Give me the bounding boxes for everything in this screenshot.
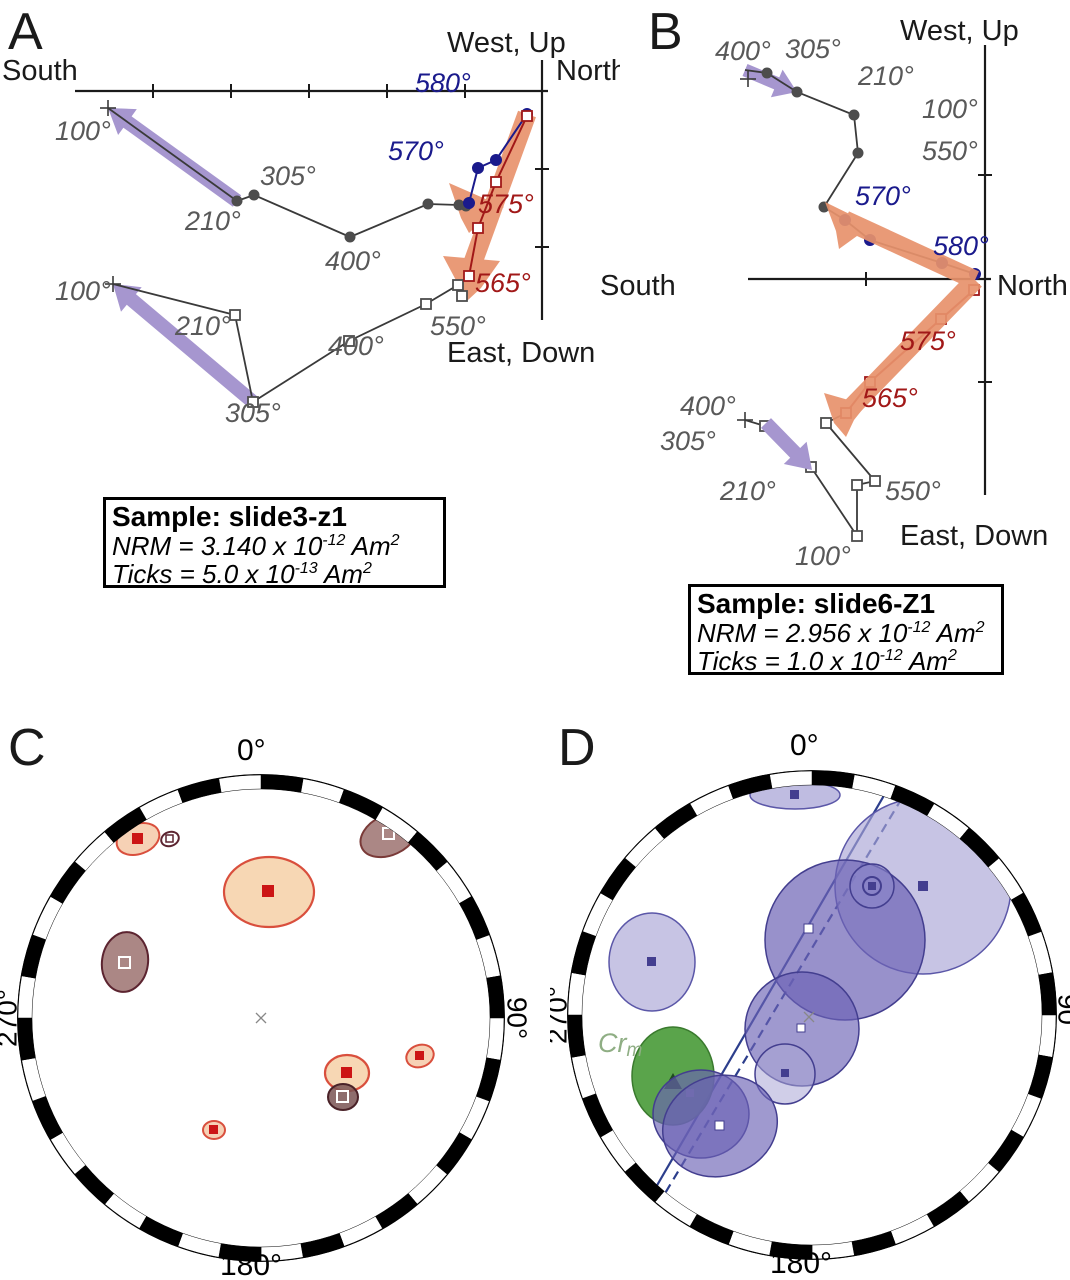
svg-text:305°: 305° [660,426,716,456]
svg-text:90°: 90° [1053,994,1070,1036]
svg-text:0°: 0° [790,729,819,762]
svg-text:210°: 210° [719,476,776,506]
svg-text:100°: 100° [55,276,111,306]
svg-text:270°: 270° [0,989,22,1047]
svg-text:400°: 400° [328,331,384,361]
svg-text:100°: 100° [55,116,111,146]
svg-text:210°: 210° [174,311,231,341]
svg-text:90°: 90° [502,997,533,1039]
svg-text:550°: 550° [430,311,486,341]
svg-text:South: South [2,55,78,87]
svg-text:565°: 565° [862,383,918,413]
svg-text:East, Down: East, Down [447,337,595,369]
svg-text:580°: 580° [933,231,989,261]
svg-text:575°: 575° [900,326,956,356]
svg-text:West, Up: West, Up [900,15,1019,47]
svg-text:0°: 0° [237,734,266,767]
svg-text:550°: 550° [885,476,941,506]
svg-text:West, Up: West, Up [447,27,566,59]
svg-text:South: South [600,270,676,302]
svg-text:North: North [997,270,1068,302]
svg-text:270°: 270° [550,986,572,1044]
svg-text:400°: 400° [680,391,736,421]
svg-text:570°: 570° [388,136,444,166]
svg-text:305°: 305° [785,34,841,64]
svg-text:305°: 305° [260,161,316,191]
svg-text:575°: 575° [478,189,534,219]
svg-text:400°: 400° [715,36,771,66]
svg-text:180°: 180° [220,1249,282,1280]
svg-text:210°: 210° [857,61,914,91]
svg-text:570°: 570° [855,181,911,211]
svg-text:100°: 100° [922,94,978,124]
svg-text:580°: 580° [415,68,471,98]
svg-text:210°: 210° [184,206,241,236]
svg-text:305°: 305° [225,398,281,428]
svg-text:550°: 550° [922,136,978,166]
svg-text:100°: 100° [795,541,851,571]
svg-text:East, Down: East, Down [900,520,1048,552]
svg-text:565°: 565° [475,268,531,298]
svg-text:400°: 400° [325,246,381,276]
svg-text:180°: 180° [770,1247,832,1280]
